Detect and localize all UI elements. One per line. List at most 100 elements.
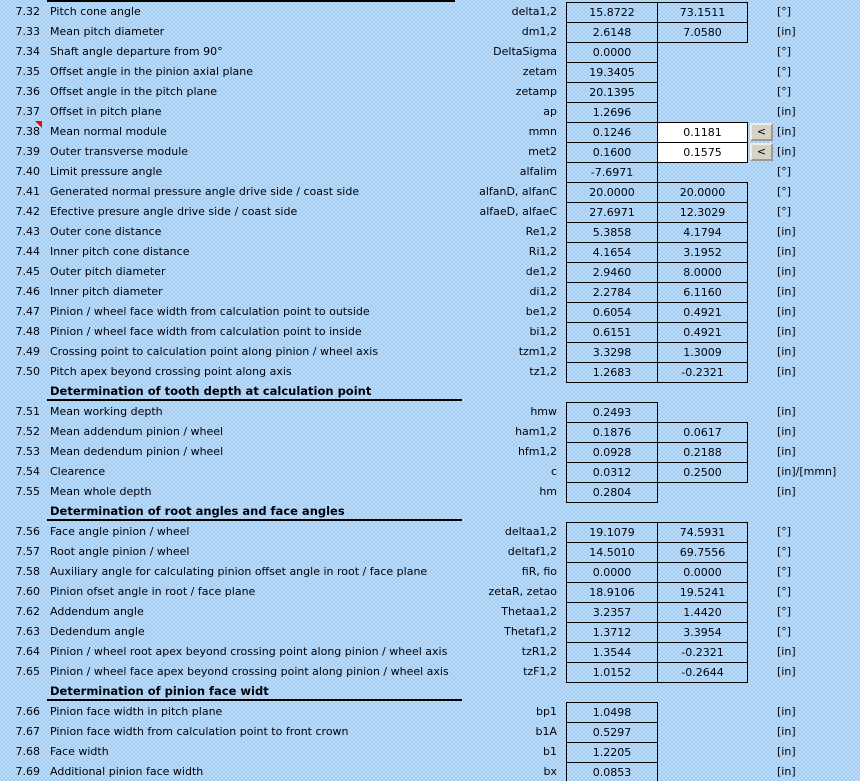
- value-box-pinion: 1.2205: [566, 742, 658, 763]
- row-description: Outer cone distance: [50, 225, 162, 238]
- value-box-pinion: 1.0152: [566, 662, 658, 683]
- unit-label: [in]: [777, 745, 796, 758]
- row-symbol: Thetaf1,2: [504, 625, 557, 638]
- value-box-pinion: 2.6148: [566, 22, 658, 43]
- row-symbol: deltaa1,2: [504, 525, 557, 538]
- comment-marker-icon: [35, 121, 42, 128]
- value-box-wheel: 74.5931: [657, 522, 748, 543]
- value-box-wheel: 1.3009: [657, 342, 748, 363]
- row-symbol: di1,2: [529, 285, 557, 298]
- row-symbol: c: [550, 465, 557, 478]
- unit-label: [in]: [777, 305, 796, 318]
- row-number: 7.66: [15, 705, 41, 718]
- row-symbol: ap: [543, 105, 557, 118]
- row-description: Mean dedendum pinion / wheel: [50, 445, 224, 458]
- unit-label: [°]: [777, 185, 792, 198]
- unit-label: [in]: [777, 485, 796, 498]
- unit-label: [°]: [777, 85, 792, 98]
- value-box-wheel: 19.5241: [657, 582, 748, 603]
- value-box-wheel: -0.2644: [657, 662, 748, 683]
- row-number: 7.52: [15, 425, 41, 438]
- row-description: Pitch cone angle: [50, 5, 141, 18]
- value-box-wheel: 0.0000: [657, 562, 748, 583]
- row-symbol: hfm1,2: [517, 445, 557, 458]
- unit-label: [in]: [777, 365, 796, 378]
- row-symbol: b1: [543, 745, 557, 758]
- value-box-pinion: -7.6971: [566, 162, 658, 183]
- row-number: 7.43: [15, 225, 41, 238]
- value-box-wheel: 6.1160: [657, 282, 748, 303]
- unit-label: [in]: [777, 285, 796, 298]
- value-box-wheel: 73.1511: [657, 2, 748, 23]
- unit-label: [in]: [777, 665, 796, 678]
- unit-label: [in]: [777, 225, 796, 238]
- value-box-pinion: 20.0000: [566, 182, 658, 203]
- row-number: 7.48: [15, 325, 41, 338]
- value-box-wheel: -0.2321: [657, 362, 748, 383]
- value-box-wheel: 0.4921: [657, 322, 748, 343]
- unit-label: [in]: [777, 265, 796, 278]
- value-box-pinion: 0.1246: [566, 122, 658, 143]
- copy-left-button[interactable]: <: [750, 123, 773, 141]
- row-symbol: bp1: [536, 705, 557, 718]
- row-number: 7.49: [15, 345, 41, 358]
- unit-label: [in]: [777, 125, 796, 138]
- row-description: Dedendum angle: [50, 625, 145, 638]
- value-box-wheel: 0.4921: [657, 302, 748, 323]
- unit-label: [°]: [777, 165, 792, 178]
- copy-left-button[interactable]: <: [750, 143, 773, 161]
- row-number: 7.42: [15, 205, 41, 218]
- row-description: Mean working depth: [50, 405, 163, 418]
- unit-label: [in]: [777, 145, 796, 158]
- unit-label: [°]: [777, 525, 792, 538]
- row-description: Inner pitch cone distance: [50, 245, 190, 258]
- unit-label: [in]: [777, 725, 796, 738]
- row-number: 7.67: [15, 725, 41, 738]
- row-description: Pinion / wheel face width from calculati…: [50, 325, 362, 338]
- value-box-wheel: 4.1794: [657, 222, 748, 243]
- section-title: Determination of root angles and face an…: [50, 504, 345, 518]
- value-box-pinion: 0.2804: [566, 482, 658, 503]
- section-underline: [47, 399, 462, 401]
- row-description: Pinion face width in pitch plane: [50, 705, 223, 718]
- row-description: Efective presure angle drive side / coas…: [50, 205, 298, 218]
- row-number: 7.46: [15, 285, 41, 298]
- row-symbol: Re1,2: [525, 225, 557, 238]
- section-title: Determination of tooth depth at calculat…: [50, 384, 372, 398]
- row-description: Outer pitch diameter: [50, 265, 166, 278]
- row-symbol: fiR, fio: [521, 565, 557, 578]
- value-input-wheel[interactable]: 0.1575: [657, 142, 748, 163]
- value-box-pinion: 1.3712: [566, 622, 658, 643]
- value-box-pinion: 1.2696: [566, 102, 658, 123]
- value-box-wheel: 12.3029: [657, 202, 748, 223]
- row-number: 7.60: [15, 585, 41, 598]
- value-box-pinion: 0.0853: [566, 762, 658, 781]
- row-description: Offset in pitch plane: [50, 105, 162, 118]
- row-symbol: Ri1,2: [528, 245, 557, 258]
- row-number: 7.55: [15, 485, 41, 498]
- row-number: 7.65: [15, 665, 41, 678]
- unit-label: [in]: [777, 105, 796, 118]
- row-symbol: be1,2: [525, 305, 557, 318]
- value-box-wheel: 1.4420: [657, 602, 748, 623]
- unit-label: [in]: [777, 345, 796, 358]
- row-number: 7.35: [15, 65, 41, 78]
- row-symbol: tzF1,2: [523, 665, 557, 678]
- row-description: Face width: [50, 745, 109, 758]
- value-box-pinion: 2.9460: [566, 262, 658, 283]
- value-box-wheel: 69.7556: [657, 542, 748, 563]
- row-description: Crossing point to calculation point alon…: [50, 345, 379, 358]
- row-number: 7.57: [15, 545, 41, 558]
- row-symbol: hm: [539, 485, 557, 498]
- row-symbol: tz1,2: [529, 365, 557, 378]
- row-number: 7.38: [15, 125, 41, 138]
- value-input-wheel[interactable]: 0.1181: [657, 122, 748, 143]
- row-description: Auxiliary angle for calculating pinion o…: [50, 565, 428, 578]
- value-box-wheel: 7.0580: [657, 22, 748, 43]
- row-symbol: alfanD, alfanC: [479, 185, 557, 198]
- value-box-pinion: 0.6151: [566, 322, 658, 343]
- unit-label: [°]: [777, 65, 792, 78]
- row-description: Pitch apex beyond crossing point along a…: [50, 365, 292, 378]
- row-description: Pinion ofset angle in root / face plane: [50, 585, 256, 598]
